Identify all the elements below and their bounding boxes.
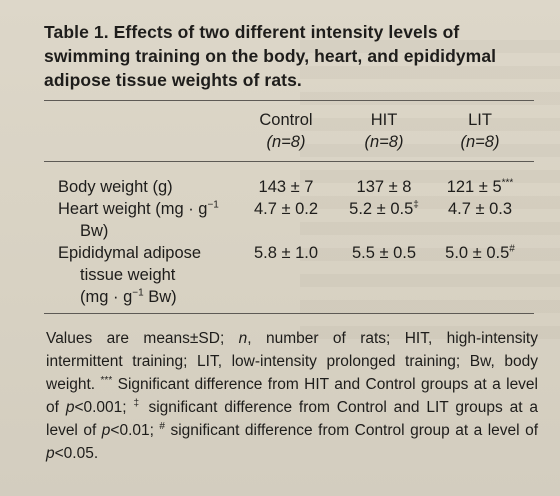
- column-header-n: (n=8): [266, 133, 306, 151]
- cell-value: 5.2 ± 0.5: [349, 200, 414, 218]
- footnote-text: , number of rats; HIT, high-intensity in…: [46, 330, 538, 393]
- cell-body-weight-lit: 121 ± 5***: [430, 176, 530, 198]
- row-label-adipose-cont: tissue weight: [80, 266, 176, 284]
- footnote-text: <0.05.: [54, 445, 99, 462]
- column-header-n: (n=8): [460, 133, 500, 151]
- column-header-hit: HIT (n=8): [334, 109, 434, 153]
- footnote-text: <0.001;: [74, 399, 134, 416]
- row-label-body-weight: Body weight (g): [58, 178, 173, 196]
- footnote-marker: ‡: [133, 397, 142, 409]
- row-label-heart-weight: Heart weight (mg · g−1: [58, 198, 219, 220]
- column-header-name: LIT: [468, 111, 492, 129]
- cell-body-weight-hit: 137 ± 8: [356, 178, 412, 196]
- column-header-control: Control (n=8): [236, 109, 336, 153]
- footnote-text: significant difference from Control grou…: [164, 422, 538, 439]
- row-label-adipose-unit: (mg · g−1 Bw): [80, 286, 177, 308]
- footnote-italic: n: [238, 330, 248, 347]
- header-rule: [44, 161, 534, 162]
- cell-value: 121 ± 5: [446, 178, 502, 196]
- cell-adipose-lit: 5.0 ± 0.5#: [430, 242, 530, 264]
- label-text: Heart weight (mg · g: [58, 200, 208, 218]
- top-rule: [44, 100, 534, 101]
- row-label-adipose: Epididymal adipose: [58, 244, 202, 262]
- significance-marker: #: [509, 243, 515, 255]
- footnote-text: <0.01;: [110, 422, 160, 439]
- row-label-heart-weight-cont: Bw): [80, 222, 109, 240]
- footnote-italic: p: [65, 399, 75, 416]
- column-header-n: (n=8): [364, 133, 404, 151]
- footnote-marker: #: [159, 420, 165, 432]
- label-text: (mg · g: [80, 288, 133, 306]
- cell-body-weight-control: 143 ± 7: [258, 178, 314, 196]
- footnote-marker: ***: [100, 374, 113, 386]
- significance-marker: ‡: [413, 199, 419, 211]
- footnote-text: Significant difference from HIT and Cont…: [46, 376, 538, 416]
- table-footnote: Values are means±SD; n, number of rats; …: [46, 327, 538, 465]
- cell-value: 5.0 ± 0.5: [445, 244, 510, 262]
- footnote-text: Values are means±SD;: [46, 330, 239, 347]
- column-header-lit: LIT (n=8): [430, 109, 530, 153]
- show-through-texture: [300, 40, 560, 340]
- cell-heart-weight-hit: 5.2 ± 0.5‡: [334, 198, 434, 220]
- column-header-name: Control: [259, 111, 313, 129]
- label-superscript: −1: [207, 199, 219, 211]
- footnote-italic: p: [46, 445, 55, 462]
- significance-marker: ***: [501, 177, 514, 189]
- cell-adipose-control: 5.8 ± 1.0: [253, 244, 319, 262]
- cell-heart-weight-lit: 4.7 ± 0.3: [447, 200, 513, 218]
- footnote-text: significant difference from Control and …: [46, 399, 539, 439]
- column-header-name: HIT: [370, 111, 398, 129]
- cell-heart-weight-control: 4.7 ± 0.2: [253, 200, 319, 218]
- bottom-rule: [44, 313, 534, 314]
- table-title: Table 1. Effects of two different intens…: [44, 22, 497, 90]
- cell-adipose-hit: 5.5 ± 0.5: [351, 244, 417, 262]
- label-superscript: −1: [132, 287, 144, 299]
- footnote-italic: p: [101, 422, 111, 439]
- label-text: Bw): [143, 288, 177, 306]
